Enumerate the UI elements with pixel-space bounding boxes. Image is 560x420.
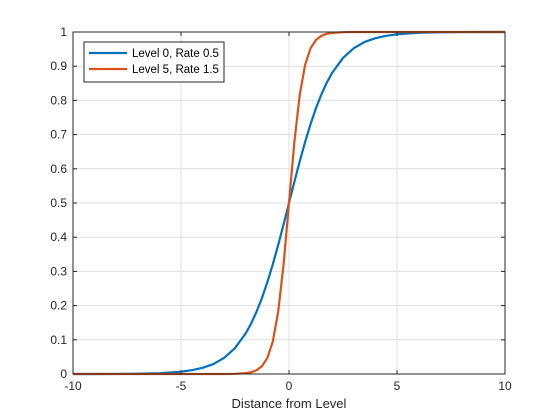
y-tick-label: 1 (60, 25, 67, 39)
legend: Level 0, Rate 0.5 Level 5, Rate 1.5 (83, 41, 225, 83)
y-tick-labels: 0 0.1 0.2 0.3 0.4 0.5 0.6 0.7 0.8 0.9 1 (50, 25, 67, 381)
y-tick-label: 0 (60, 367, 67, 381)
y-tick-label: 0.5 (50, 196, 67, 210)
x-tick-label: 10 (498, 379, 512, 393)
legend-box (83, 41, 225, 83)
y-tick-label: 0.2 (50, 299, 67, 313)
y-tick-label: 0.8 (50, 93, 67, 107)
x-tick-labels: -10 -5 0 5 10 (64, 379, 512, 393)
x-tick-label: -5 (176, 379, 187, 393)
legend-label-2: Level 5, Rate 1.5 (132, 64, 219, 76)
x-tick-label: 0 (286, 379, 293, 393)
y-tick-label: 0.3 (50, 264, 67, 278)
y-tick-label: 0.1 (50, 333, 67, 347)
x-axis-label: Distance from Level (232, 396, 347, 411)
y-tick-label: 0.4 (50, 230, 67, 244)
y-tick-label: 0.7 (50, 128, 67, 142)
y-tick-label: 0.6 (50, 162, 67, 176)
legend-label-1: Level 0, Rate 0.5 (132, 48, 219, 60)
x-tick-label: 5 (394, 379, 401, 393)
axis-ticks (72, 31, 506, 375)
y-tick-label: 0.9 (50, 59, 67, 73)
x-tick-label: -10 (64, 379, 82, 393)
